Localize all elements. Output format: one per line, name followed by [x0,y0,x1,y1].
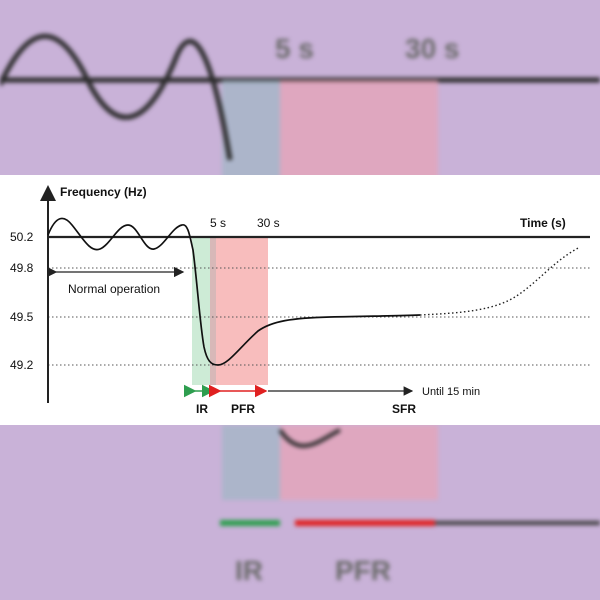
y-axis-label: Frequency (Hz) [60,185,147,199]
frequency-curve-dotted [419,246,581,316]
svg-text:PFR: PFR [335,555,391,586]
y-tick-label-49-8: 49.8 [10,261,34,275]
chart-card: Frequency (Hz) Time (s) 50.2 49.8 49.5 4… [0,175,600,425]
time-marker-5s: 5 s [210,216,226,230]
y-tick-label-49-5: 49.5 [10,310,34,324]
frequency-curve-solid [47,217,421,366]
overlap-region [210,237,216,385]
svg-text:IR: IR [235,555,263,586]
svg-text:30 s: 30 s [405,33,460,64]
frequency-chart: Frequency (Hz) Time (s) 50.2 49.8 49.5 4… [10,185,590,416]
ir-label: IR [196,402,208,416]
time-marker-30s: 30 s [257,216,280,230]
ir-region [192,237,214,385]
svg-text:5 s: 5 s [275,33,314,64]
until-15-min-label: Until 15 min [422,386,480,398]
x-axis-label: Time (s) [520,216,566,230]
normal-operation-label: Normal operation [68,282,160,296]
pfr-label: PFR [231,402,255,416]
y-tick-label-49-2: 49.2 [10,358,34,372]
sfr-label: SFR [392,402,416,416]
pfr-region [216,237,268,385]
y-tick-label-50-2: 50.2 [10,230,34,244]
